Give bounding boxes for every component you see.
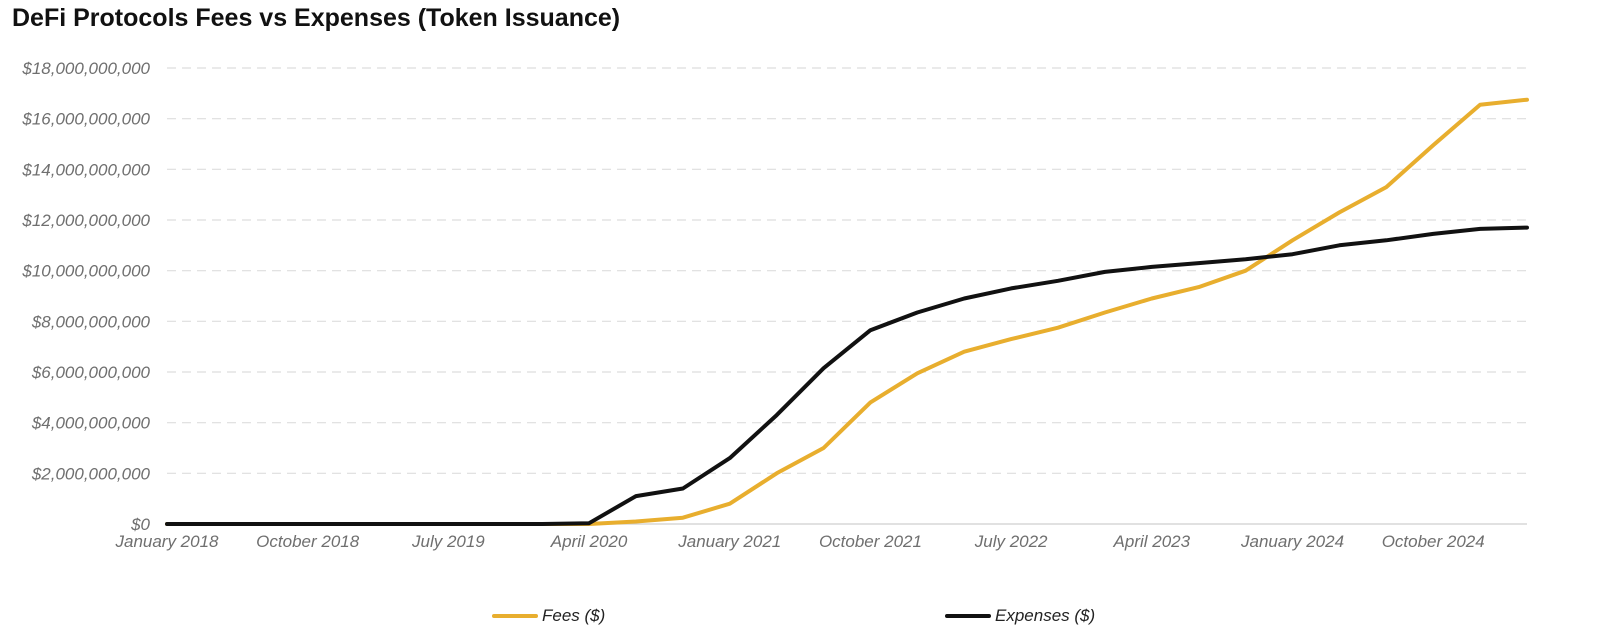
x-tick-label: April 2020 [550, 532, 628, 551]
y-tick-label: $18,000,000,000 [21, 59, 150, 78]
x-tick-label: July 2019 [411, 532, 485, 551]
series-line-fees [165, 97, 1529, 526]
x-tick-label: April 2023 [1113, 532, 1191, 551]
y-tick-label: $2,000,000,000 [31, 464, 151, 483]
chart-title: DeFi Protocols Fees vs Expenses (Token I… [12, 4, 621, 32]
x-tick-label: October 2021 [819, 532, 922, 551]
y-tick-label: $6,000,000,000 [31, 363, 151, 382]
x-tick-label: October 2018 [256, 532, 360, 551]
legend-label-expenses: Expenses ($) [995, 606, 1096, 625]
legend-swatch-expenses [945, 614, 991, 618]
x-axis-ticks: January 2018 October 2018 July 2019 April 2… [114, 532, 1484, 551]
x-tick-label: July 2022 [974, 532, 1048, 551]
legend-item-fees: Fees ($) [492, 606, 605, 626]
y-tick-label: $16,000,000,000 [21, 110, 150, 129]
series-lines [165, 97, 1529, 526]
y-tick-label: $4,000,000,000 [31, 414, 151, 433]
x-tick-label: January 2024 [1240, 532, 1344, 551]
series-line-expenses [165, 225, 1529, 526]
y-tick-label: $10,000,000,000 [21, 262, 150, 281]
y-tick-label: $8,000,000,000 [31, 312, 151, 331]
y-tick-label: $12,000,000,000 [21, 211, 150, 230]
y-axis-ticks: $0 $2,000,000,000 $4,000,000,000 $6,000,000… [21, 59, 150, 534]
x-tick-label: January 2021 [677, 532, 781, 551]
legend-item-expenses: Expenses ($) [945, 606, 1095, 626]
y-tick-label: $14,000,000,000 [21, 160, 150, 179]
legend-swatch-fees [492, 614, 538, 618]
y-tick-label: $0 [130, 515, 150, 534]
gridlines [167, 67, 1527, 474]
x-tick-label: January 2018 [114, 532, 219, 551]
x-tick-label: October 2024 [1382, 532, 1485, 551]
legend-label-fees: Fees ($) [542, 606, 606, 625]
